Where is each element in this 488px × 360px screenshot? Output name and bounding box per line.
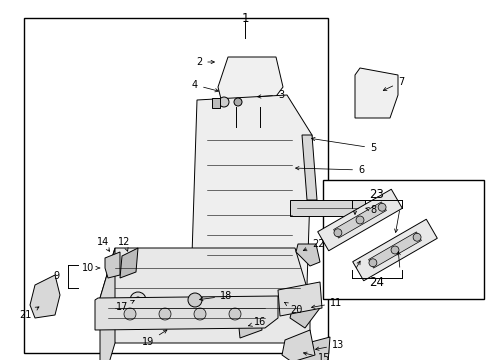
Text: 20: 20 — [284, 302, 302, 315]
Polygon shape — [289, 288, 319, 328]
Text: 10: 10 — [82, 263, 100, 273]
Text: 9: 9 — [54, 271, 60, 281]
Circle shape — [159, 308, 171, 320]
Text: 24: 24 — [369, 275, 384, 288]
Text: 14: 14 — [97, 237, 109, 251]
Circle shape — [228, 308, 241, 320]
Polygon shape — [105, 252, 120, 278]
Text: 2: 2 — [196, 57, 214, 67]
Polygon shape — [354, 68, 397, 118]
Circle shape — [333, 229, 341, 237]
Polygon shape — [333, 202, 386, 238]
Bar — [24, 18, 327, 353]
Polygon shape — [302, 135, 316, 200]
Text: 15: 15 — [303, 352, 330, 360]
Text: 3: 3 — [257, 90, 284, 100]
Polygon shape — [218, 57, 283, 107]
Text: 23: 23 — [369, 189, 384, 202]
Polygon shape — [100, 248, 115, 360]
Polygon shape — [212, 98, 220, 108]
Circle shape — [187, 293, 202, 307]
Polygon shape — [100, 248, 309, 343]
Circle shape — [234, 98, 242, 106]
Circle shape — [412, 233, 420, 241]
Circle shape — [377, 203, 385, 211]
Text: 11: 11 — [311, 298, 342, 309]
Text: 4: 4 — [192, 80, 218, 92]
Circle shape — [355, 216, 363, 224]
Text: 6: 6 — [295, 165, 364, 175]
Polygon shape — [368, 232, 421, 268]
Bar — [322, 180, 483, 299]
Text: 5: 5 — [311, 138, 375, 153]
Bar — [289, 200, 364, 216]
Polygon shape — [120, 248, 138, 278]
Polygon shape — [317, 189, 402, 251]
Text: 21: 21 — [20, 307, 39, 320]
Circle shape — [390, 246, 398, 254]
Text: 12: 12 — [118, 237, 130, 251]
Polygon shape — [238, 310, 262, 338]
Polygon shape — [295, 244, 319, 266]
Circle shape — [219, 97, 228, 107]
Polygon shape — [297, 337, 329, 360]
Circle shape — [368, 259, 376, 267]
Polygon shape — [192, 95, 311, 285]
Text: 8: 8 — [365, 205, 375, 215]
Text: 1: 1 — [241, 12, 248, 24]
Polygon shape — [95, 296, 278, 330]
Text: 13: 13 — [315, 340, 344, 350]
Circle shape — [135, 297, 141, 303]
Polygon shape — [282, 330, 314, 360]
Text: 16: 16 — [248, 317, 265, 327]
Text: 7: 7 — [383, 77, 404, 90]
Polygon shape — [278, 282, 321, 316]
Text: 17: 17 — [115, 300, 134, 312]
Polygon shape — [352, 219, 436, 281]
Circle shape — [124, 308, 136, 320]
Text: 19: 19 — [142, 330, 166, 347]
Circle shape — [194, 308, 205, 320]
Circle shape — [130, 292, 146, 308]
Polygon shape — [30, 275, 60, 318]
Text: 18: 18 — [199, 291, 232, 301]
Text: 22: 22 — [303, 239, 324, 251]
